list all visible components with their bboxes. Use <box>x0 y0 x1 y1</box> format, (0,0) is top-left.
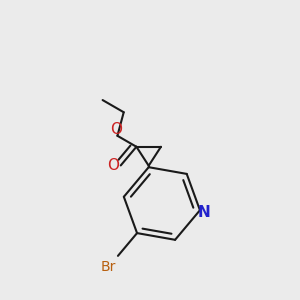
Text: O: O <box>107 158 119 173</box>
Text: Br: Br <box>101 260 116 274</box>
Text: O: O <box>110 122 122 137</box>
Text: N: N <box>197 205 210 220</box>
